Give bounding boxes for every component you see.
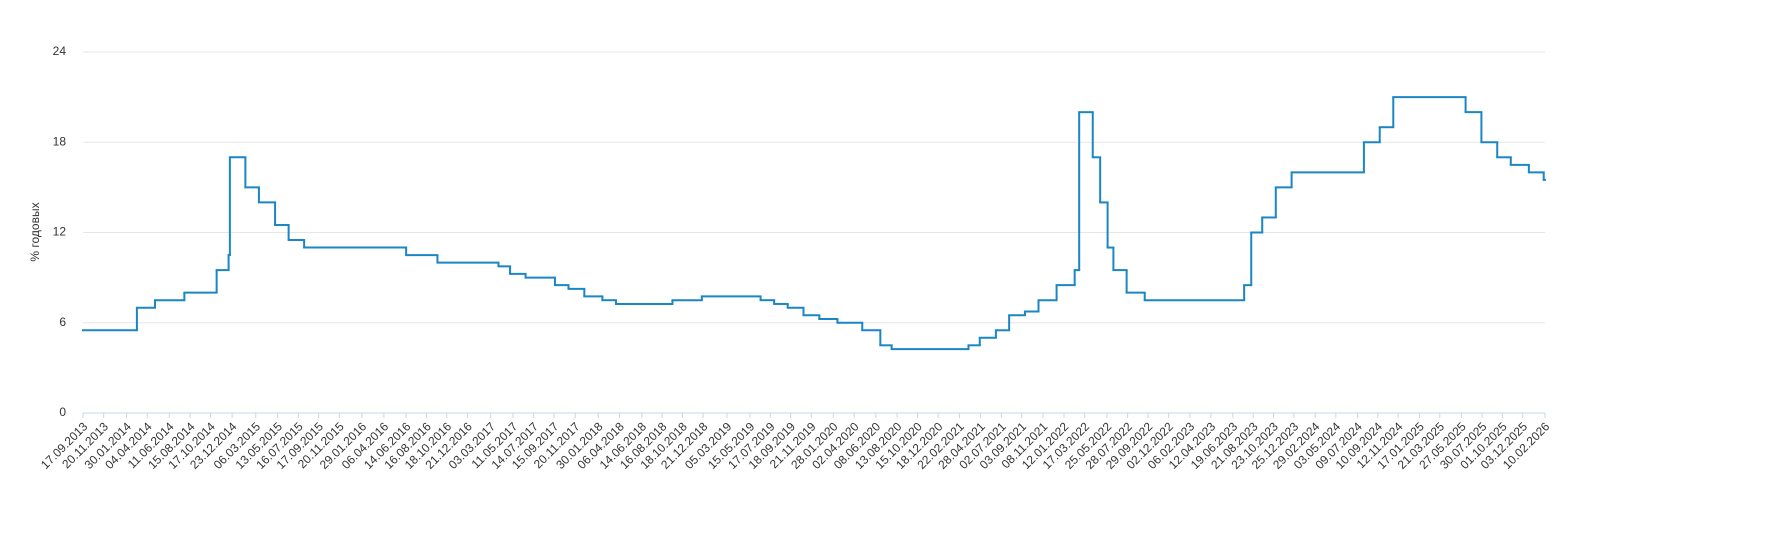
y-axis-label: % годовых bbox=[28, 202, 42, 261]
y-tick-label: 12 bbox=[53, 225, 67, 239]
y-tick-label: 24 bbox=[53, 44, 67, 58]
y-tick-label: 6 bbox=[59, 315, 66, 329]
y-tick-label: 18 bbox=[53, 134, 67, 148]
y-tick-label: 0 bbox=[59, 405, 66, 419]
